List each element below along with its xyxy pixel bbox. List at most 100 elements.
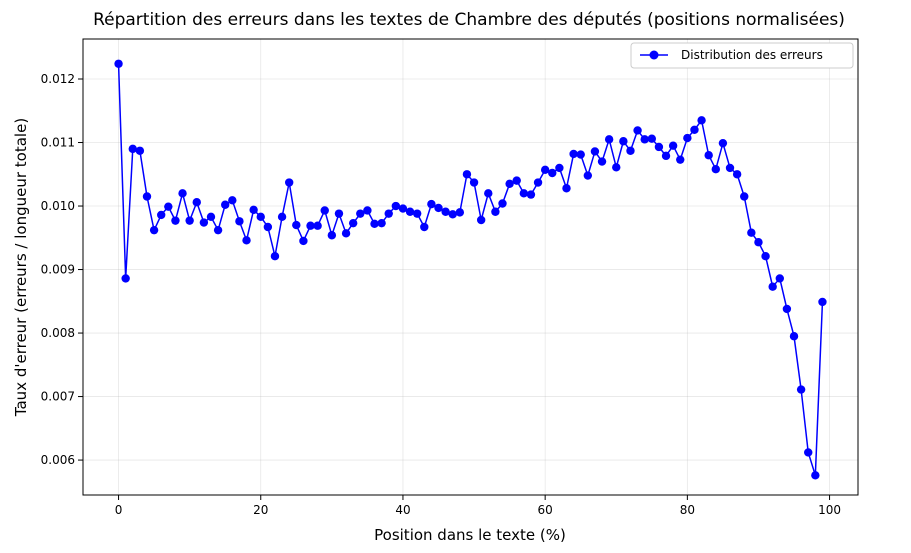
series-layer: [114, 59, 827, 480]
y-tick-label: 0.009: [41, 263, 75, 277]
data-point: [676, 155, 685, 164]
data-point: [740, 192, 749, 201]
data-point: [548, 168, 557, 178]
data-point: [199, 218, 209, 227]
data-point: [370, 219, 379, 229]
data-point: [654, 142, 664, 152]
data-point: [711, 164, 720, 174]
legend-point-marker: [649, 50, 659, 60]
data-point: [704, 151, 713, 160]
data-point: [484, 189, 493, 198]
data-point: [725, 163, 735, 173]
data-point: [142, 192, 152, 201]
data-point: [334, 209, 344, 218]
data-point: [754, 238, 763, 247]
data-point: [668, 141, 678, 150]
x-tick-label: 100: [818, 503, 841, 517]
data-point: [235, 217, 244, 226]
data-point: [420, 222, 429, 232]
data-point: [391, 201, 401, 211]
data-point: [228, 196, 237, 205]
data-point: [157, 210, 166, 220]
x-tick-label: 20: [253, 503, 268, 517]
data-point: [327, 231, 337, 240]
data-point: [171, 216, 180, 225]
data-point: [185, 216, 194, 225]
data-point: [768, 282, 777, 291]
data-point: [782, 304, 792, 314]
grid-lines: [83, 39, 858, 495]
chart-title: Répartition des erreurs dans les textes …: [93, 10, 845, 30]
y-tick-label: 0.006: [41, 453, 75, 467]
data-point: [562, 184, 571, 193]
data-point: [178, 189, 187, 198]
data-point: [647, 134, 657, 143]
data-point: [313, 221, 322, 230]
data-point: [604, 135, 614, 144]
data-point: [377, 218, 386, 228]
data-point: [341, 229, 351, 238]
y-tick-label: 0.007: [41, 390, 75, 404]
data-point: [498, 199, 507, 208]
data-point: [348, 218, 358, 228]
data-point: [412, 209, 422, 218]
y-axis-title: Taux d'erreur (erreurs / longueur totale…: [12, 118, 30, 417]
data-point: [612, 163, 621, 172]
data-point: [661, 151, 671, 161]
data-point: [277, 212, 287, 222]
data-point: [455, 208, 465, 217]
data-point: [569, 149, 578, 159]
data-point: [221, 200, 230, 209]
x-tick-label: 40: [395, 503, 410, 517]
data-point: [555, 163, 564, 173]
data-point: [512, 176, 521, 185]
data-point: [306, 221, 315, 230]
data-point: [363, 206, 372, 215]
data-point: [149, 225, 159, 235]
data-point: [242, 236, 251, 245]
data-point: [405, 207, 415, 216]
data-point: [633, 126, 642, 135]
data-point: [384, 209, 393, 218]
data-point: [690, 125, 699, 135]
data-point: [434, 203, 443, 213]
data-point: [292, 220, 301, 230]
series-line: [117, 63, 824, 477]
data-point: [284, 178, 294, 187]
data-point: [462, 170, 472, 179]
data-point: [761, 252, 770, 261]
y-axis-ticks: 0.006 0.007 0.008 0.009 0.010 0.011 0.012: [41, 72, 83, 467]
y-tick-label: 0.008: [41, 326, 75, 340]
data-point: [135, 146, 145, 155]
data-point: [249, 205, 258, 215]
data-point: [718, 138, 728, 148]
data-point: [491, 207, 500, 216]
data-point: [441, 207, 450, 216]
data-point: [576, 150, 585, 159]
data-point: [320, 206, 329, 215]
data-point: [590, 147, 600, 156]
data-point: [256, 212, 265, 222]
data-point: [818, 297, 827, 307]
data-point: [469, 178, 479, 187]
data-point: [597, 157, 607, 166]
data-point: [519, 189, 529, 198]
data-point: [775, 274, 784, 283]
data-point: [540, 165, 550, 175]
data-point: [114, 59, 123, 68]
data-point: [533, 178, 543, 187]
x-tick-label: 80: [680, 503, 695, 517]
plot-frame: [82, 38, 859, 496]
data-point: [213, 225, 223, 235]
data-point: [732, 170, 742, 179]
data-point: [192, 198, 201, 207]
data-point: [164, 202, 173, 211]
data-point: [505, 179, 514, 188]
y-tick-label: 0.010: [41, 199, 75, 213]
x-axis-title: Position dans le texte (%): [374, 526, 566, 544]
data-point: [270, 252, 280, 261]
data-point: [398, 204, 408, 213]
data-point: [789, 332, 799, 341]
